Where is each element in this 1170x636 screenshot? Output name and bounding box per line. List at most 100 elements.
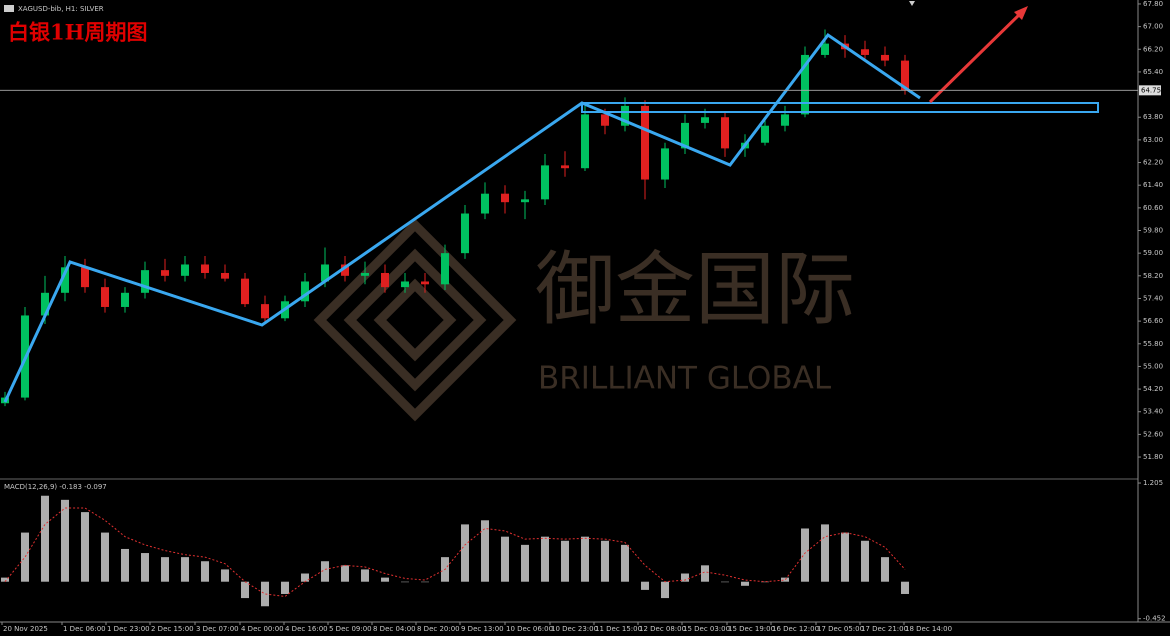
watermark-logo bbox=[313, 218, 517, 422]
macd-bar bbox=[481, 520, 489, 582]
x-tick-label: 1 Dec 06:00 bbox=[63, 625, 106, 633]
macd-bar bbox=[161, 557, 169, 582]
candle-body bbox=[541, 165, 549, 200]
candle-body bbox=[881, 54, 889, 61]
x-tick-label: 15 Dec 19:00 bbox=[728, 625, 775, 633]
macd-bar bbox=[701, 565, 709, 582]
macd-bar bbox=[301, 573, 309, 582]
y-tick-label: 54.20 bbox=[1143, 385, 1163, 393]
candle-body bbox=[261, 304, 269, 319]
x-tick-label: 18 Dec 14:00 bbox=[905, 625, 952, 633]
macd-bar bbox=[881, 557, 889, 582]
macd-bar bbox=[341, 565, 349, 582]
y-tick-label: 55.00 bbox=[1143, 362, 1163, 370]
y-tick-label: -0.452 bbox=[1143, 615, 1166, 623]
candle-body bbox=[301, 281, 309, 302]
x-tick-label: 1 Dec 23:00 bbox=[107, 625, 150, 633]
candle-body bbox=[901, 60, 909, 91]
y-tick-label: 62.20 bbox=[1143, 159, 1163, 167]
x-tick-label: 9 Dec 13:00 bbox=[461, 625, 504, 633]
macd-bar bbox=[221, 569, 229, 582]
candle-body bbox=[121, 292, 129, 307]
x-tick-label: 10 Dec 06:00 bbox=[506, 625, 553, 633]
x-tick-label: 17 Dec 21:00 bbox=[861, 625, 908, 633]
macd-bar bbox=[641, 581, 649, 590]
y-tick-label: 63.00 bbox=[1143, 136, 1163, 144]
macd-bar bbox=[361, 569, 369, 582]
macd-bar bbox=[841, 532, 849, 582]
symbol-label: XAGUSD-bib, H1: SILVER bbox=[18, 5, 104, 13]
candle-body bbox=[641, 105, 649, 180]
candle-body bbox=[701, 117, 709, 123]
y-tick-label: 52.60 bbox=[1143, 430, 1163, 438]
candle-body bbox=[781, 114, 789, 126]
macd-bar bbox=[621, 544, 629, 582]
candle-body bbox=[401, 281, 409, 288]
x-tick-label: 10 Dec 23:00 bbox=[551, 625, 598, 633]
support-zone bbox=[581, 102, 1099, 113]
candle-body bbox=[81, 267, 89, 288]
macd-bar bbox=[861, 540, 869, 582]
y-tick-label: 55.80 bbox=[1143, 340, 1163, 348]
candle-body bbox=[321, 264, 329, 282]
x-tick-label: 20 Nov 2025 bbox=[3, 625, 48, 633]
candle-body bbox=[621, 105, 629, 126]
x-tick-label: 2 Dec 15:00 bbox=[151, 625, 194, 633]
y-tick-label: 56.60 bbox=[1143, 317, 1163, 325]
macd-bar bbox=[101, 532, 109, 582]
macd-bar bbox=[601, 540, 609, 582]
macd-title: MACD(12,26,9) -0.183 -0.097 bbox=[4, 483, 107, 491]
x-tick-label: 4 Dec 00:00 bbox=[241, 625, 284, 633]
y-tick-label: 51.80 bbox=[1143, 453, 1163, 461]
y-tick-label: 66.20 bbox=[1143, 45, 1163, 53]
x-tick-label: 16 Dec 12:00 bbox=[772, 625, 819, 633]
macd-bar bbox=[241, 581, 249, 599]
macd-bar bbox=[321, 561, 329, 582]
candle-body bbox=[601, 114, 609, 126]
candle-body bbox=[141, 270, 149, 293]
candle-body bbox=[101, 287, 109, 307]
x-tick-label: 12 Dec 08:00 bbox=[639, 625, 686, 633]
candle-body bbox=[821, 43, 829, 55]
forecast-arrow bbox=[928, 10, 1024, 104]
candle-body bbox=[501, 193, 509, 203]
macd-bar bbox=[681, 573, 689, 582]
candle-body bbox=[661, 148, 669, 180]
candle-body bbox=[161, 270, 169, 276]
candle-body bbox=[681, 122, 689, 149]
candle-body bbox=[361, 272, 369, 276]
y-tick-label: 65.40 bbox=[1143, 68, 1163, 76]
candle-body bbox=[721, 117, 729, 149]
x-tick-label: 17 Dec 05:00 bbox=[817, 625, 864, 633]
y-tick-label: 61.40 bbox=[1143, 181, 1163, 189]
macd-bar bbox=[781, 577, 789, 582]
x-tick-label: 5 Dec 09:00 bbox=[329, 625, 372, 633]
macd-bar bbox=[81, 512, 89, 582]
y-tick-label: 67.80 bbox=[1143, 0, 1163, 8]
macd-bar bbox=[761, 581, 769, 583]
x-tick-label: 4 Dec 16:00 bbox=[285, 625, 328, 633]
chart-title: 白银1H周期图 bbox=[8, 20, 147, 45]
macd-bar bbox=[181, 557, 189, 582]
shift-marker bbox=[909, 1, 915, 6]
macd-bar bbox=[901, 581, 909, 594]
macd-bar bbox=[261, 581, 269, 607]
macd-bar bbox=[381, 577, 389, 582]
macd-panel bbox=[1, 495, 909, 607]
candle-body bbox=[801, 54, 809, 115]
macd-bar bbox=[741, 581, 749, 586]
y-tick-label: 58.20 bbox=[1143, 272, 1163, 280]
macd-bar bbox=[461, 524, 469, 582]
watermark-subtext: BRILLIANT GLOBAL bbox=[538, 361, 832, 397]
candle-body bbox=[581, 114, 589, 169]
candle-body bbox=[381, 272, 389, 288]
candle-body bbox=[241, 278, 249, 305]
macd-bar bbox=[561, 540, 569, 582]
macd-bar bbox=[581, 536, 589, 582]
macd-bar bbox=[121, 548, 129, 582]
y-tick-label: 53.40 bbox=[1143, 408, 1163, 416]
current-price-label: 64.75 bbox=[1141, 86, 1161, 94]
y-tick-label: 1.205 bbox=[1143, 479, 1163, 487]
macd-bar bbox=[421, 581, 429, 583]
